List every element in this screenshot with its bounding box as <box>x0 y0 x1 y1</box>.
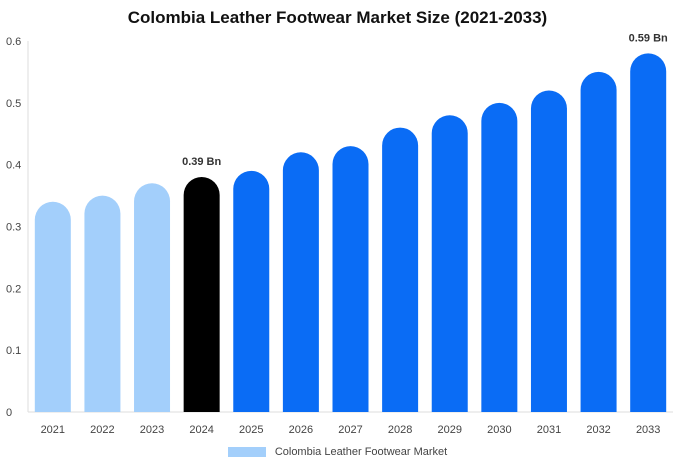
bar-2033[interactable] <box>630 53 667 412</box>
bar-2025[interactable] <box>233 170 270 412</box>
legend-label: Colombia Leather Footwear Market <box>274 446 448 459</box>
data-label-2033: 0.59 Bn <box>629 32 668 44</box>
bar-2028[interactable] <box>382 127 419 413</box>
legend-swatch <box>227 447 266 458</box>
chart-title: Colombia Leather Footwear Market Size (2… <box>127 8 548 27</box>
y-tick-label: 0 <box>6 407 12 419</box>
x-tick-label: 2023 <box>140 424 164 436</box>
bar-2023[interactable] <box>134 183 171 412</box>
y-tick-label: 0.2 <box>6 283 21 295</box>
y-tick-label: 0.4 <box>6 160 21 172</box>
bar-2026[interactable] <box>282 152 319 413</box>
bar-2022[interactable] <box>84 195 121 412</box>
x-tick-label: 2027 <box>338 424 362 436</box>
x-axis: 2021 2022 2023 2024 2025 2026 2027 2028 2029 2030… <box>41 424 661 436</box>
legend[interactable]: Colombia Leather Footwear Market <box>0 446 675 458</box>
x-tick-label: 2024 <box>189 424 213 436</box>
bar-2030[interactable] <box>481 102 518 413</box>
bars <box>34 53 667 413</box>
x-tick-label: 2026 <box>289 424 313 436</box>
data-label-2024: 0.39 Bn <box>182 156 221 168</box>
bar-2021[interactable] <box>34 201 71 412</box>
y-tick-label: 0.3 <box>6 222 21 234</box>
y-tick-label: 0.6 <box>6 36 21 48</box>
bar-2031[interactable] <box>530 90 567 412</box>
y-tick-label: 0.1 <box>6 345 21 357</box>
x-tick-label: 2028 <box>388 424 412 436</box>
x-tick-label: 2030 <box>487 424 511 436</box>
y-axis: 0 0.1 0.2 0.3 0.4 0.5 0.6 <box>6 36 21 419</box>
x-tick-label: 2031 <box>537 424 561 436</box>
bar-2024[interactable] <box>183 177 220 412</box>
bar-2032[interactable] <box>580 71 617 413</box>
x-tick-label: 2025 <box>239 424 263 436</box>
x-tick-label: 2032 <box>586 424 610 436</box>
bar-2027[interactable] <box>332 146 369 412</box>
x-tick-label: 2033 <box>636 424 660 436</box>
bar-2029[interactable] <box>431 115 468 412</box>
data-labels: 0.39 Bn 0.59 Bn <box>182 32 668 168</box>
y-tick-label: 0.5 <box>6 98 21 110</box>
x-tick-label: 2029 <box>437 424 461 436</box>
x-tick-label: 2021 <box>41 424 65 436</box>
x-tick-label: 2022 <box>90 424 114 436</box>
